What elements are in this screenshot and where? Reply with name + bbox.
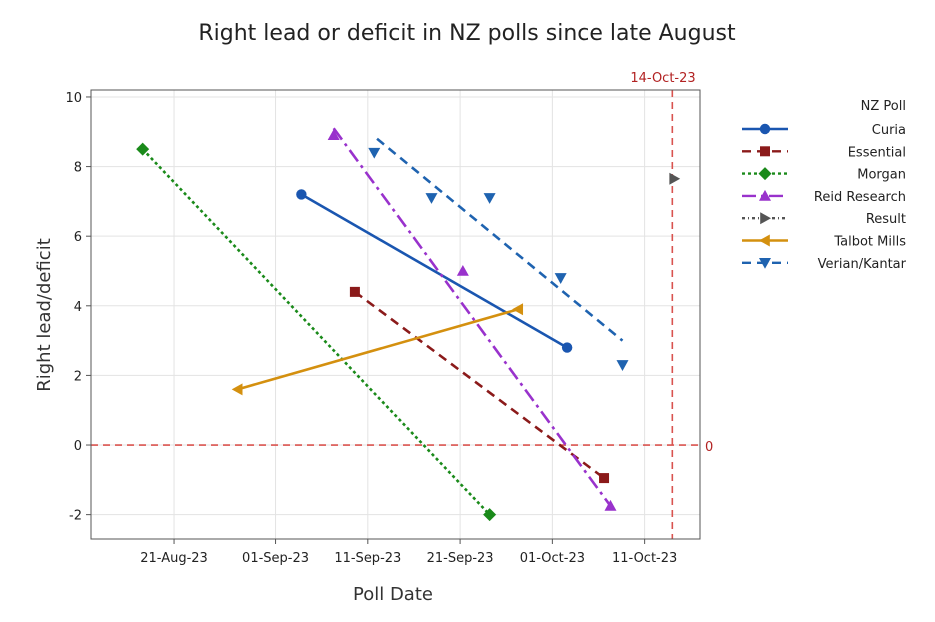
point-reid-research xyxy=(327,129,340,141)
fit-line-essential xyxy=(354,290,605,480)
y-axis-label: Right lead/deficit xyxy=(34,238,55,392)
x-tick-label: 01-Oct-23 xyxy=(520,551,585,566)
legend-label-morgan: Morgan xyxy=(857,168,906,183)
point-verian-kantar xyxy=(616,360,629,371)
point-talbot-mills xyxy=(231,383,243,396)
legend-title: NZ Poll xyxy=(861,99,906,114)
fit-line-reid-research xyxy=(332,127,612,507)
x-axis-label: Poll Date xyxy=(353,584,433,605)
y-tick-label: 4 xyxy=(74,300,82,315)
point-morgan xyxy=(136,142,150,156)
legend-marker-verian-kantar xyxy=(759,258,771,269)
fit-line-verian-kantar xyxy=(376,137,624,342)
data-points xyxy=(136,129,681,522)
legend-marker-essential xyxy=(760,146,770,157)
point-verian-kantar xyxy=(483,193,496,204)
reference-lines xyxy=(91,90,700,539)
legend-marker-result xyxy=(760,212,771,225)
grid xyxy=(91,90,700,539)
plot-frame xyxy=(90,89,701,540)
chart-title: Right lead or deficit in NZ polls since … xyxy=(198,21,736,46)
point-morgan xyxy=(483,508,497,522)
point-verian-kantar xyxy=(425,193,438,204)
result-date-label: 14-Oct-23 xyxy=(630,71,695,86)
y-tick-label: 6 xyxy=(74,230,82,245)
x-tick-label: 21-Sep-23 xyxy=(427,551,494,566)
fit-line-talbot-mills xyxy=(237,308,519,391)
series-lines xyxy=(141,127,624,516)
point-verian-kantar xyxy=(554,273,567,284)
point-curia xyxy=(296,189,307,200)
y-axis: -2 0 2 4 6 8 10 xyxy=(65,91,91,524)
legend-label-talbot-mills: Talbot Mills xyxy=(833,235,906,250)
point-curia xyxy=(561,342,573,353)
x-tick-label: 11-Sep-23 xyxy=(334,551,401,566)
legend-marker-curia xyxy=(759,123,771,135)
point-essential xyxy=(599,473,610,484)
x-tick-label: 21-Aug-23 xyxy=(140,551,208,566)
legend: NZ Poll Curia Essential Morgan Reid Researc… xyxy=(742,99,907,272)
x-axis: 21-Aug-23 01-Sep-23 11-Sep-23 21-Sep-23 01-O… xyxy=(140,539,677,566)
y-tick-label: 8 xyxy=(74,161,82,176)
legend-marker-reid-research xyxy=(759,189,771,201)
y-tick-label: 0 xyxy=(74,439,82,454)
legend-label-curia: Curia xyxy=(872,123,906,138)
legend-label-essential: Essential xyxy=(848,145,906,160)
x-tick-label: 01-Sep-23 xyxy=(242,551,309,566)
legend-label-result: Result xyxy=(866,212,906,227)
fit-line-curia xyxy=(300,193,568,349)
point-verian-kantar xyxy=(368,147,381,159)
y-tick-label: 10 xyxy=(65,91,82,106)
x-tick-label: 11-Oct-23 xyxy=(612,551,677,566)
y-tick-label: -2 xyxy=(69,509,82,524)
point-reid-research xyxy=(456,264,469,276)
legend-label-reid-research: Reid Research xyxy=(814,190,906,205)
point-reid-research xyxy=(604,499,617,511)
y-tick-label: 2 xyxy=(74,369,82,384)
zero-line-label: 0 xyxy=(705,440,713,455)
legend-label-verian-kantar: Verian/Kantar xyxy=(818,257,907,272)
point-talbot-mills xyxy=(512,303,524,316)
point-result xyxy=(669,172,681,185)
legend-marker-morgan xyxy=(758,167,772,181)
point-essential xyxy=(349,286,360,297)
legend-marker-talbot-mills xyxy=(759,234,770,247)
